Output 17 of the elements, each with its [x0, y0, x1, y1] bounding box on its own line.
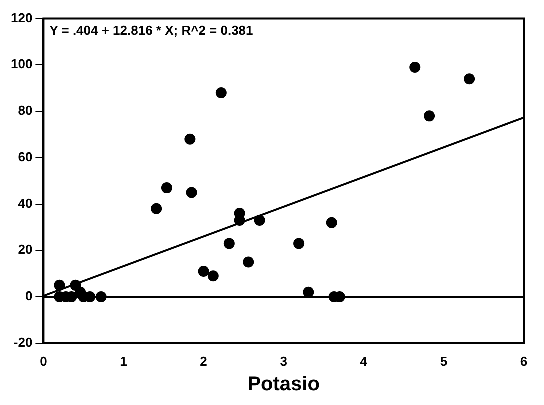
y-tick-label: 0	[25, 288, 33, 304]
x-tick-label: 5	[440, 354, 448, 369]
y-tick-label: 100	[10, 56, 33, 72]
x-tick-label: 0	[40, 354, 48, 369]
x-tick-label: 6	[520, 354, 528, 369]
x-tick-label: 2	[200, 354, 208, 369]
x-tick-label: 4	[360, 354, 368, 369]
y-tick-label: 40	[18, 196, 33, 211]
y-tick-label: 20	[18, 242, 33, 258]
x-tick-label: 1	[120, 354, 128, 369]
annotation: Y = .404 + 12.816 * X; R^2 = 0.381	[50, 22, 254, 38]
x-axis-title: Potasio	[248, 374, 320, 396]
y-tick-label: 60	[18, 149, 33, 164]
y-tick-label: 80	[18, 103, 33, 118]
y-tick-label: 120	[10, 10, 33, 26]
y-tick-label: -20	[14, 334, 33, 350]
x-tick-label: 3	[280, 354, 288, 369]
